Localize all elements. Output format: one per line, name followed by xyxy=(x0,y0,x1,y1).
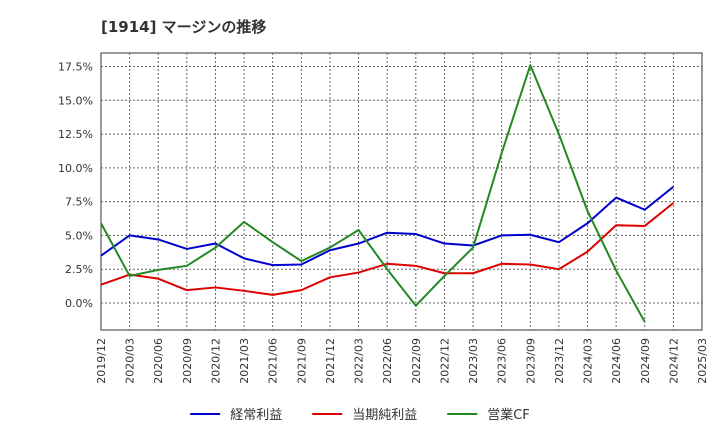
legend-label: 当期純利益 xyxy=(352,408,417,423)
grid-lines xyxy=(101,53,702,330)
x-tick-label: 2022/12 xyxy=(438,338,451,384)
y-tick-label: 0.0% xyxy=(65,297,93,310)
y-tick-label: 15.0% xyxy=(58,94,93,107)
series-line xyxy=(100,202,675,296)
x-tick-label: 2020/06 xyxy=(152,338,165,384)
y-tick-label: 17.5% xyxy=(58,61,93,74)
x-tick-label: 2021/03 xyxy=(238,338,251,384)
x-tick-label: 2023/09 xyxy=(524,338,537,384)
x-tick-label: 2021/09 xyxy=(295,338,308,384)
x-tick-label: 2024/03 xyxy=(582,338,595,384)
legend: 経常利益 当期純利益 営業CF xyxy=(190,407,530,423)
y-tick-label: 7.5% xyxy=(65,196,93,209)
x-tick-label: 2019/12 xyxy=(95,338,108,384)
y-tick-label: 10.0% xyxy=(58,162,93,175)
y-tick-label: 2.5% xyxy=(65,263,93,276)
y-tick-label: 12.5% xyxy=(58,128,93,141)
legend-label: 営業CF xyxy=(487,407,530,423)
x-axis: 2019/12 2020/03 2020/06 2020/09 2020/12 2021/… xyxy=(95,338,709,384)
legend-label: 経常利益 xyxy=(230,408,282,423)
x-tick-label: 2024/09 xyxy=(639,338,652,384)
x-tick-label: 2023/12 xyxy=(553,338,566,384)
chart-title: [1914] マージンの推移 xyxy=(101,18,266,36)
series-line xyxy=(100,185,675,267)
plot-area xyxy=(100,52,703,331)
x-tick-label: 2020/12 xyxy=(209,338,222,384)
x-tick-label: 2024/06 xyxy=(610,338,623,384)
x-tick-label: 2020/03 xyxy=(124,338,137,384)
x-tick-label: 2022/06 xyxy=(381,338,394,384)
x-tick-label: 2023/06 xyxy=(496,338,509,384)
x-tick-label: 2025/03 xyxy=(696,338,709,384)
series-lines xyxy=(100,64,675,323)
x-tick-label: 2021/12 xyxy=(324,338,337,384)
x-tick-label: 2021/06 xyxy=(267,338,280,384)
x-tick-label: 2024/12 xyxy=(667,338,680,384)
series-line xyxy=(100,64,646,323)
x-tick-label: 2023/03 xyxy=(467,338,480,384)
x-tick-label: 2022/03 xyxy=(353,338,366,384)
x-tick-label: 2022/09 xyxy=(410,338,423,384)
y-tick-label: 5.0% xyxy=(65,229,93,242)
y-axis: 0.0% 2.5% 5.0% 7.5% 10.0% 12.5% 15.0% 17.5% xyxy=(58,61,93,310)
x-tick-label: 2020/09 xyxy=(181,338,194,384)
